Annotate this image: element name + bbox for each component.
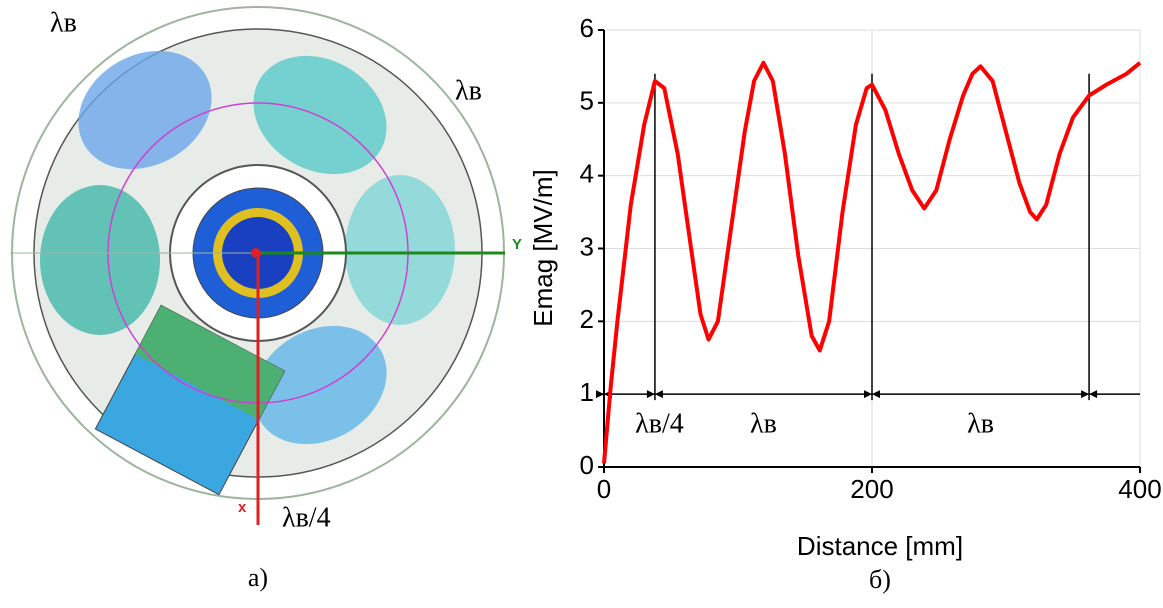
x-axis-title: Distance [mm] [797,531,963,561]
y-tick-label: 1 [580,377,594,407]
lobes [40,50,455,445]
y-tick-label: 3 [580,231,594,261]
wave-label: λв/4 [282,502,331,533]
span-label: λв/4 [635,409,684,440]
arrowhead [1081,390,1090,399]
y-axis-title: Emag [MV/m] [528,169,558,326]
lobe [40,185,160,335]
lobe [253,55,387,175]
axis-label: Y [512,236,522,253]
lobe [253,325,387,445]
waveguide [94,304,286,496]
line [602,60,1142,464]
lobe [345,175,455,325]
arrowhead [872,390,880,399]
span-label: λв [750,409,777,440]
y-tick-label: 5 [580,86,594,116]
caption: а) [248,563,268,592]
wave-label: λв [50,7,77,38]
x-tick-label: 400 [1118,474,1161,504]
arrowhead [1089,390,1098,399]
y-tick-label: 4 [580,159,594,189]
y-tick-label: 0 [580,450,594,480]
waveguide-field [135,305,285,420]
field-panel: Y x λв λв λв/4 а) [10,6,522,592]
x-tick-label: 200 [850,474,893,504]
y-tick-label: 2 [580,304,594,334]
chart: б) Distance [mm] Emag [MV/m] 0 1 2 3 4 5 6 0 200… [528,13,1162,594]
arrowhead [646,390,655,399]
origin [251,248,261,258]
wave-label: λв [455,75,482,106]
caption: б) [869,565,891,594]
arrowhead [654,390,663,399]
arrowhead [596,390,604,399]
axis-label: x [238,499,247,516]
lobe [78,50,212,170]
y-tick-label: 6 [580,13,594,43]
arrowhead [864,390,872,399]
x-tick-label: 0 [597,474,611,504]
span-label: λв [967,409,994,440]
